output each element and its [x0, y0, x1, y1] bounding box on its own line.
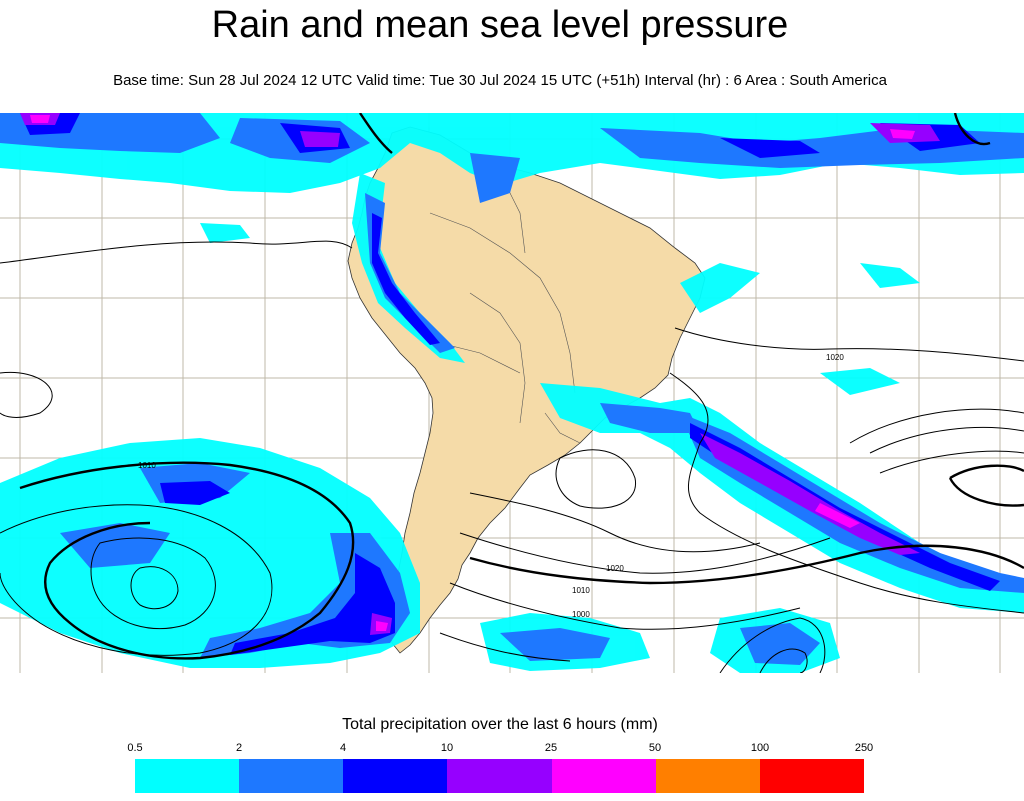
legend-swatch	[551, 759, 656, 793]
legend-swatch	[655, 759, 760, 793]
isobar-label: 1000	[572, 610, 590, 619]
legend-swatch	[343, 759, 448, 793]
legend-swatch	[759, 759, 864, 793]
legend-tick: 100	[750, 742, 770, 754]
chart-subtitle: Base time: Sun 28 Jul 2024 12 UTC Valid …	[113, 72, 887, 89]
isobar-label: 1020	[606, 564, 624, 573]
legend-swatch	[447, 759, 552, 793]
legend-tick: 4	[339, 742, 347, 754]
legend-tick: 10	[440, 742, 454, 754]
legend-title: Total precipitation over the last 6 hour…	[342, 716, 658, 733]
legend-swatch	[135, 759, 240, 793]
isobar-label: 1010	[138, 461, 156, 470]
chart-title: Rain and mean sea level pressure	[211, 4, 789, 46]
legend-tick: 250	[854, 742, 874, 754]
legend-tick: 2	[235, 742, 243, 754]
isobar-label: 1020	[826, 353, 844, 362]
weather-map[interactable]: 1020 1010 1020 1010 1000	[0, 113, 1024, 673]
legend-colorbar	[135, 759, 864, 793]
map-canvas: 1020 1010 1020 1010 1000	[0, 113, 1024, 673]
isobar-label: 1010	[572, 586, 590, 595]
isobars	[0, 240, 1024, 673]
precip-25mm	[30, 115, 915, 631]
legend-swatch	[239, 759, 344, 793]
bold-isobars	[19, 113, 1024, 660]
legend-tick: 0.5	[127, 742, 143, 754]
legend-tick: 50	[648, 742, 662, 754]
south-america-land	[347, 126, 706, 654]
legend-tick: 25	[544, 742, 558, 754]
